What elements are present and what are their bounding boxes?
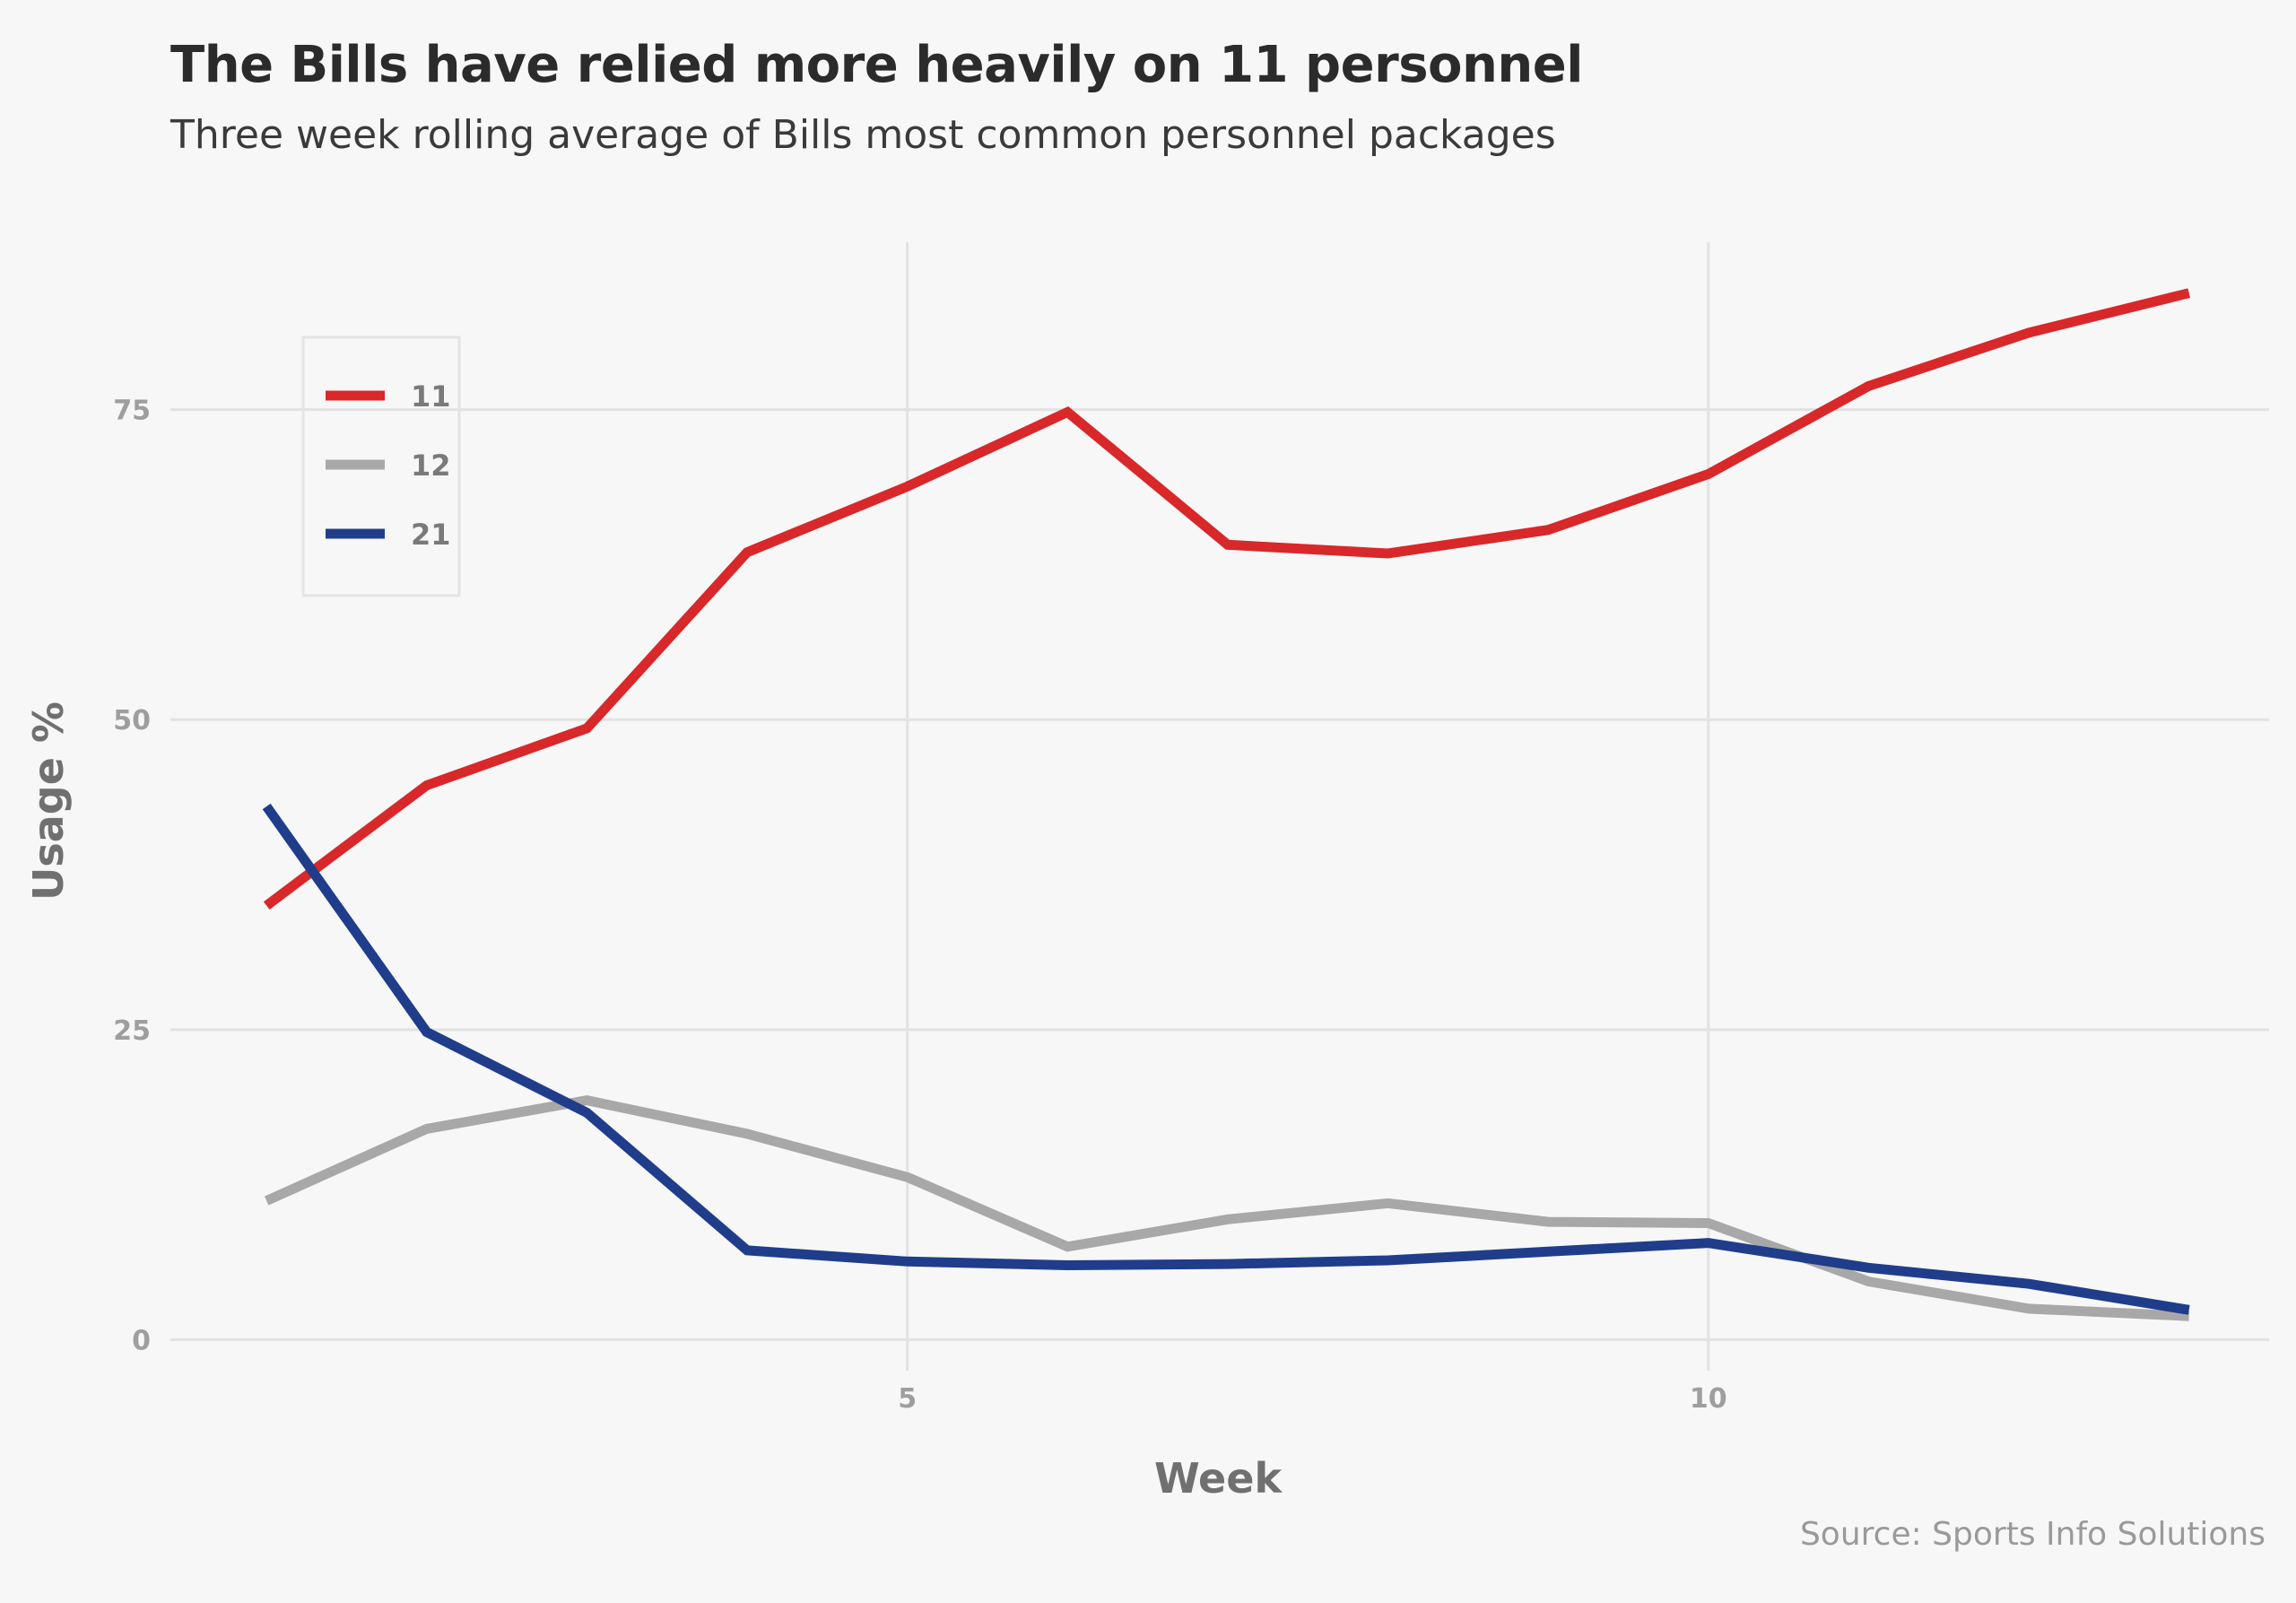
- tick-labels: 0 25 50 75 5 10: [113, 396, 1726, 1415]
- y-tick-label-0: 0: [132, 1325, 151, 1356]
- legend: 11 12 21: [301, 335, 461, 597]
- legend-label-12: 12: [411, 449, 451, 483]
- grid-lines: [170, 242, 2269, 1371]
- y-tick-label-50: 50: [113, 705, 151, 736]
- legend-label-11: 11: [411, 379, 451, 414]
- series-line-21: [262, 803, 2190, 1315]
- y-tick-label-25: 25: [113, 1015, 151, 1047]
- chart-title: The Bills have relied more heavily on 11…: [170, 36, 1583, 94]
- legend-label-21: 21: [411, 518, 451, 552]
- y-axis-title: Usage %: [24, 701, 73, 901]
- series-line-11: [263, 288, 2191, 910]
- y-tick-label-75: 75: [113, 396, 151, 427]
- x-tick-label-10: 10: [1690, 1383, 1727, 1415]
- series-line-12: [264, 1094, 2189, 1321]
- x-axis-title: Week: [1154, 1454, 1283, 1503]
- x-tick-label-5: 5: [898, 1383, 917, 1415]
- chart-subtitle: Three week rolling average of Bills most…: [170, 112, 1556, 158]
- source-note: Source: Sports Info Solutions: [1799, 1516, 2266, 1553]
- series-lines: [262, 288, 2191, 1321]
- legend-frame: [301, 335, 461, 597]
